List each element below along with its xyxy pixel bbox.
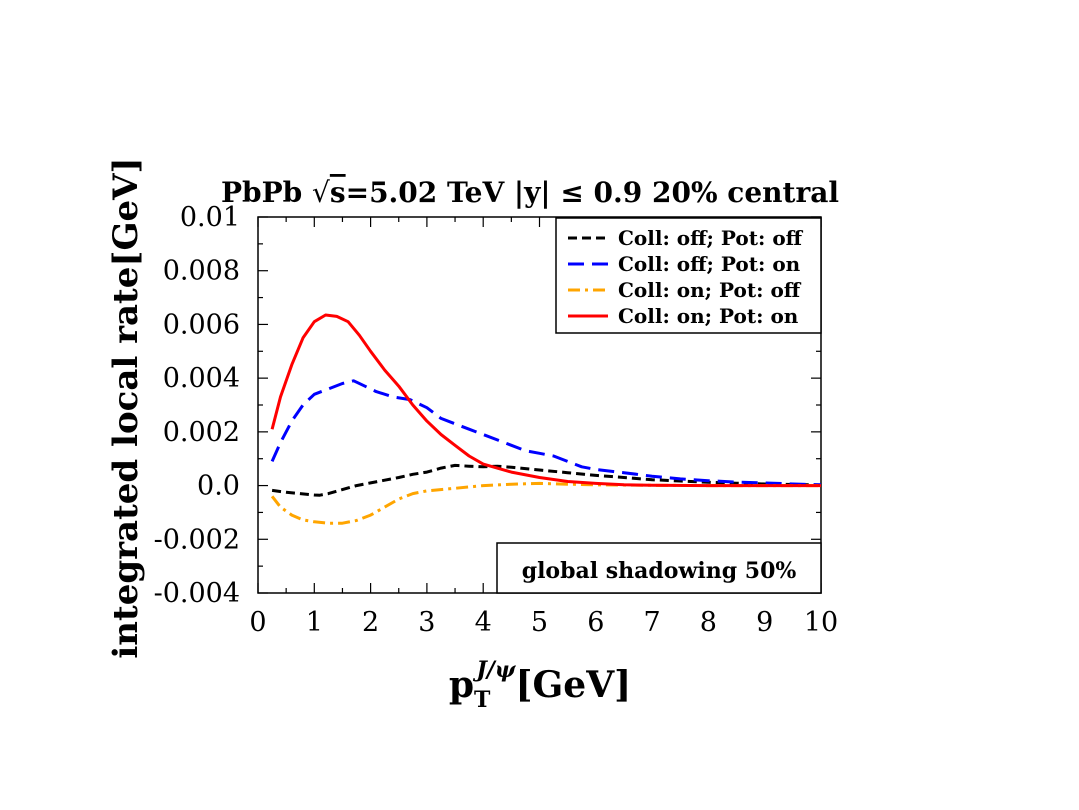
y-tick-label: 0.0 — [197, 471, 240, 502]
x-tick-labels: 0 1 2 3 4 5 6 7 8 9 10 — [249, 607, 838, 638]
annotation-text: global shadowing 50% — [522, 558, 797, 584]
x-tick-label: 9 — [756, 607, 773, 638]
y-tick-label: -0.002 — [154, 524, 240, 555]
x-tick-label: 4 — [475, 607, 492, 638]
annotation: global shadowing 50% — [496, 542, 822, 594]
sqrt-argument: s — [330, 176, 346, 209]
chart-title: PbPb √s=5.02 TeV |y| ≤ 0.9 20% central — [221, 176, 839, 209]
y-tick-label: 0.006 — [163, 309, 240, 340]
x-tick-label: 1 — [306, 607, 323, 638]
series-line-4 — [270, 313, 821, 488]
x-axis-label: pTJ/ψ[GeV] — [449, 657, 631, 713]
legend-label: Coll: on; Pot: off — [618, 278, 802, 302]
series-line-2 — [270, 379, 822, 487]
y-tick-label: 0.004 — [163, 363, 240, 394]
y-tick-label: 0.008 — [163, 256, 240, 287]
y-axis-label: integrated local rate[GeV] — [106, 157, 146, 658]
x-tick-label: 8 — [700, 607, 717, 638]
y-tick-labels: -0.004 -0.002 0.0 0.002 0.004 0.006 0.008 0.01 — [154, 202, 240, 609]
x-tick-label: 7 — [644, 607, 661, 638]
legend-label: Coll: off; Pot: on — [618, 252, 801, 276]
x-tick-label: 10 — [804, 607, 838, 638]
legend-label: Coll: off; Pot: off — [618, 226, 804, 250]
x-tick-label: 0 — [249, 607, 266, 638]
y-tick-label: 0.002 — [163, 417, 240, 448]
series-lines — [270, 313, 822, 525]
sqrt-sign: √ — [312, 176, 330, 209]
x-tick-label: 5 — [531, 607, 548, 638]
x-tick-label: 2 — [362, 607, 379, 638]
annotation-box — [496, 542, 822, 594]
y-tick-label: -0.004 — [154, 578, 240, 609]
x-tick-label: 3 — [418, 607, 435, 638]
y-tick-label: 0.01 — [180, 202, 240, 233]
legend-label: Coll: on; Pot: on — [618, 304, 799, 328]
series-line-3 — [270, 481, 821, 525]
x-tick-label: 6 — [587, 607, 604, 638]
series-line-1 — [271, 463, 822, 497]
